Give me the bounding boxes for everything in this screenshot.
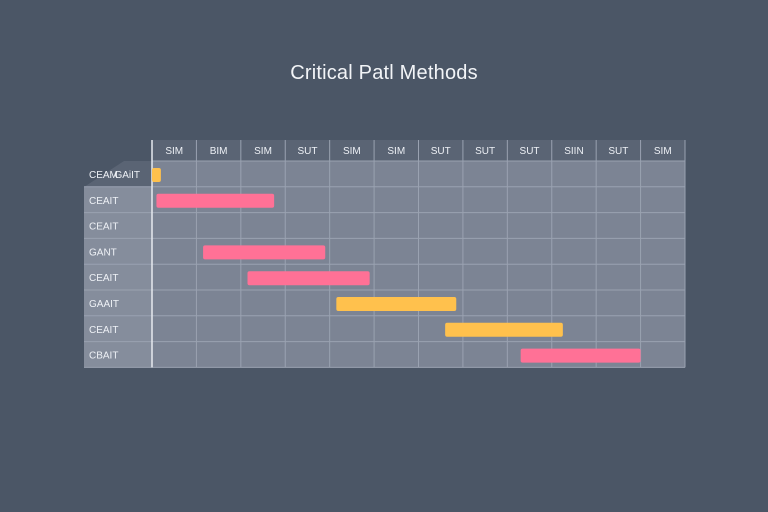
column-header: SUT — [431, 146, 451, 157]
row-label: GANT — [89, 247, 117, 258]
column-header: BIM — [210, 146, 228, 157]
corner-cell — [84, 161, 152, 187]
corner-label: GAiIT — [114, 170, 140, 181]
row-label-column — [84, 187, 152, 368]
column-header: SIM — [387, 146, 405, 157]
task-bar — [336, 297, 457, 311]
column-header: SIM — [343, 146, 361, 157]
chart-title: Critical Patl Methods — [290, 62, 478, 84]
task-bar — [203, 245, 326, 260]
column-header: SUT — [297, 146, 317, 157]
column-header: SUT — [520, 146, 540, 157]
row-label: CEAIT — [89, 222, 118, 233]
task-bar — [152, 168, 161, 182]
row-label: CEAIT — [89, 325, 118, 336]
column-header: SUT — [475, 146, 495, 157]
task-bar — [445, 322, 563, 337]
row-label: CEAM — [89, 170, 118, 181]
row-label: CEAIT — [89, 196, 118, 207]
task-bar — [247, 271, 370, 286]
column-header: SIM — [165, 146, 183, 157]
task-bar — [520, 348, 641, 363]
row-label: CBAIT — [89, 351, 118, 362]
task-bar — [156, 193, 275, 208]
column-header: SIM — [254, 146, 272, 157]
column-header: SIM — [654, 146, 672, 157]
row-label: GAAIT — [89, 299, 119, 310]
column-header: SUT — [608, 146, 628, 157]
column-header: SIIN — [564, 146, 583, 157]
row-label: CEAIT — [89, 273, 118, 284]
